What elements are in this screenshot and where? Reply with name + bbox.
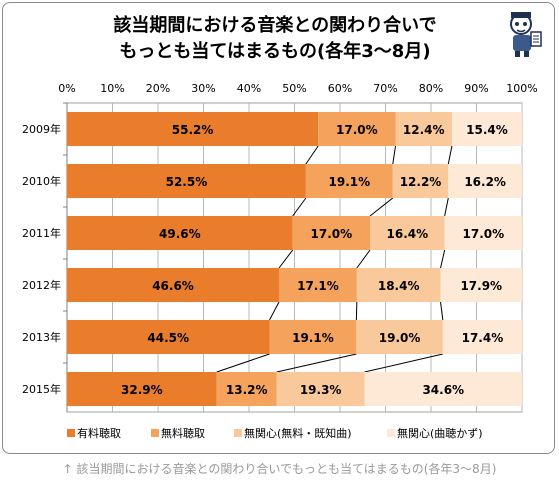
legend-swatch xyxy=(234,429,242,437)
y-category-label: 2010年 xyxy=(22,174,61,188)
legend-label: 無関心(無料・既知曲) xyxy=(244,426,352,440)
bar-segment xyxy=(216,372,277,406)
y-category-label: 2009年 xyxy=(22,122,61,136)
series-connector-line xyxy=(440,249,446,269)
bar-value-label: 12.2% xyxy=(400,175,442,189)
bar-segment xyxy=(276,372,365,406)
series-connector-line xyxy=(292,197,307,217)
figure-caption: ↑ 該当期間における音楽との関わり合いでもっとも当てはまるもの(各年3〜8月) xyxy=(62,462,497,476)
x-tick-label: 80% xyxy=(419,82,443,95)
x-tick-label: 70% xyxy=(373,82,397,95)
x-tick-label: 20% xyxy=(146,82,170,95)
bar-segment xyxy=(451,112,522,146)
legend-swatch xyxy=(387,429,395,437)
legend-label: 無料聴取 xyxy=(161,426,205,440)
bar-value-label: 32.9% xyxy=(121,383,163,397)
series-connector-line xyxy=(216,353,270,373)
x-tick-label: 40% xyxy=(237,82,261,95)
legend-swatch xyxy=(67,429,75,437)
bar-segment xyxy=(444,216,522,250)
series-connector-line xyxy=(276,353,357,373)
x-tick-label: 10% xyxy=(100,82,124,95)
y-category-label: 2015年 xyxy=(22,382,61,396)
bar-segment xyxy=(67,216,293,250)
bar-value-label: 19.0% xyxy=(379,331,421,345)
y-category-label: 2013年 xyxy=(22,330,61,344)
bar-value-label: 34.6% xyxy=(422,383,464,397)
bar-segment xyxy=(442,320,522,354)
stacked-bar-chart: 0% 10% 20% 30% 40% 50% 60% 70% 80% 90% 100% 2009年 20… xyxy=(22,82,538,440)
x-tick-label: 60% xyxy=(328,82,352,95)
bar-segment xyxy=(370,216,445,250)
series-connector-line xyxy=(444,197,449,217)
bar-segment xyxy=(395,112,452,146)
bar-value-label: 52.5% xyxy=(166,175,208,189)
bar-value-label: 44.5% xyxy=(147,331,189,345)
series-connector-line xyxy=(447,145,453,165)
bar-value-label: 17.9% xyxy=(460,279,502,293)
bar-segment xyxy=(67,320,270,354)
bar-segment xyxy=(67,164,306,198)
bar-segment xyxy=(440,268,522,302)
x-tick-label: 100% xyxy=(506,82,537,95)
series-connector-line xyxy=(369,197,394,217)
series-connector-line xyxy=(269,301,280,321)
series-connector-line xyxy=(278,249,294,269)
bar-segment xyxy=(67,372,217,406)
bar-value-label: 49.6% xyxy=(159,227,201,241)
bar-segment xyxy=(67,112,319,146)
bar-segment xyxy=(279,268,357,302)
x-tick-label: 90% xyxy=(464,82,488,95)
bar-value-label: 18.4% xyxy=(378,279,420,293)
bar-value-label: 13.2% xyxy=(226,383,268,397)
series-connector-line xyxy=(305,145,319,165)
bar-value-label: 19.3% xyxy=(300,383,342,397)
bar-value-label: 15.4% xyxy=(466,123,508,137)
series-connector-line xyxy=(364,353,443,373)
bar-segment xyxy=(292,216,371,250)
bar-segment xyxy=(356,268,441,302)
bar-value-label: 16.2% xyxy=(464,175,506,189)
legend-label: 無関心(曲聴かず) xyxy=(397,426,483,440)
bar-value-label: 46.6% xyxy=(152,279,194,293)
bar-segment xyxy=(392,164,449,198)
bar-value-label: 17.0% xyxy=(336,123,378,137)
bar-value-label: 17.1% xyxy=(297,279,339,293)
legend-label: 有料聴取 xyxy=(77,426,121,440)
bar-value-label: 17.4% xyxy=(462,331,504,345)
legend-swatch xyxy=(151,429,159,437)
bar-value-label: 17.0% xyxy=(463,227,505,241)
y-category-label: 2011年 xyxy=(22,226,61,240)
bar-segment xyxy=(305,164,393,198)
bar-value-label: 19.1% xyxy=(329,175,371,189)
series-connector-line xyxy=(392,145,397,165)
series-connector-line xyxy=(356,249,371,269)
chart-title-line2: もっとも当てはまるもの(各年3〜8月) xyxy=(119,41,431,62)
bar-value-label: 16.4% xyxy=(387,227,429,241)
bar-segment xyxy=(269,320,357,354)
x-tick-label: 0% xyxy=(58,82,75,95)
bar-value-label: 19.1% xyxy=(292,331,334,345)
bar-segment xyxy=(356,320,443,354)
bar-segment xyxy=(67,268,280,302)
x-tick-label: 30% xyxy=(191,82,215,95)
bar-segment xyxy=(364,372,522,406)
bar-segment xyxy=(318,112,396,146)
bar-value-label: 17.0% xyxy=(311,227,353,241)
bar-value-label: 55.2% xyxy=(172,123,214,137)
y-category-label: 2012年 xyxy=(22,278,61,292)
x-tick-label: 50% xyxy=(282,82,306,95)
mascot-icon xyxy=(510,12,542,57)
series-connector-line xyxy=(440,301,444,321)
bar-value-label: 12.4% xyxy=(403,123,445,137)
bar-segment xyxy=(448,164,522,198)
chart-title-line1: 該当期間における音楽との関わり合いで xyxy=(113,15,437,36)
